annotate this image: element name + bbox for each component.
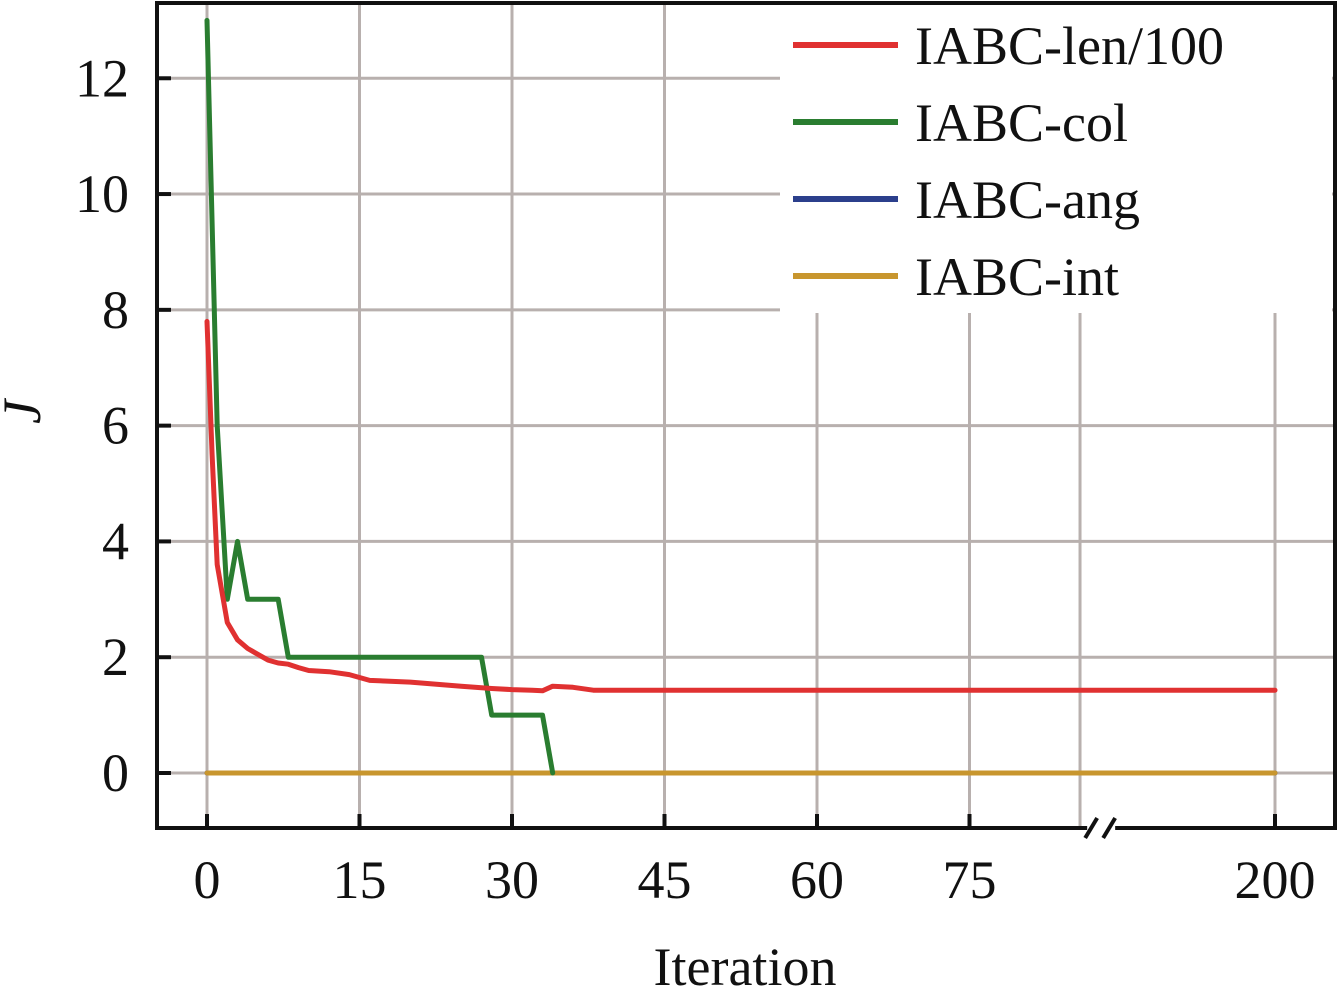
y-tick-label-1: 2 <box>102 627 129 687</box>
y-tick-label-0: 0 <box>102 743 129 803</box>
y-tick-label-4: 8 <box>102 280 129 340</box>
legend: IABC-len/100 IABC-col IABC-ang IABC-int <box>780 5 1332 313</box>
axis-break-slash-2 <box>1101 816 1117 840</box>
x-axis-label: Iteration <box>654 937 837 989</box>
x-tick-label-2: 30 <box>485 850 539 910</box>
x-tick-label-3: 45 <box>638 850 692 910</box>
legend-label-3: IABC-int <box>915 247 1119 307</box>
legend-background <box>780 5 1332 313</box>
ticks: 0 15 30 45 60 75 200 0 2 4 6 8 10 12 <box>75 48 1316 910</box>
x-tick-label-0: 0 <box>194 850 221 910</box>
plot-frame <box>155 1 1337 830</box>
x-tick-label-4: 60 <box>790 850 844 910</box>
y-tick-label-3: 6 <box>102 396 129 456</box>
y-axis-label: J <box>0 397 52 424</box>
y-tick-label-5: 10 <box>75 164 129 224</box>
x-axis-break <box>1083 816 1117 840</box>
x-tick-label-6: 200 <box>1235 850 1316 910</box>
series-line-1 <box>204 17 556 776</box>
axis-break-slash-1 <box>1083 816 1099 840</box>
x-tick-label-1: 15 <box>333 850 387 910</box>
legend-label-1: IABC-col <box>915 93 1128 153</box>
x-tick-label-5: 75 <box>943 850 997 910</box>
legend-label-2: IABC-ang <box>915 170 1140 230</box>
y-tick-label-2: 4 <box>102 511 129 571</box>
series-line-0 <box>204 318 1278 694</box>
legend-label-0: IABC-len/100 <box>915 16 1224 76</box>
y-tick-label-6: 12 <box>75 48 129 108</box>
series-lines <box>204 17 1278 776</box>
